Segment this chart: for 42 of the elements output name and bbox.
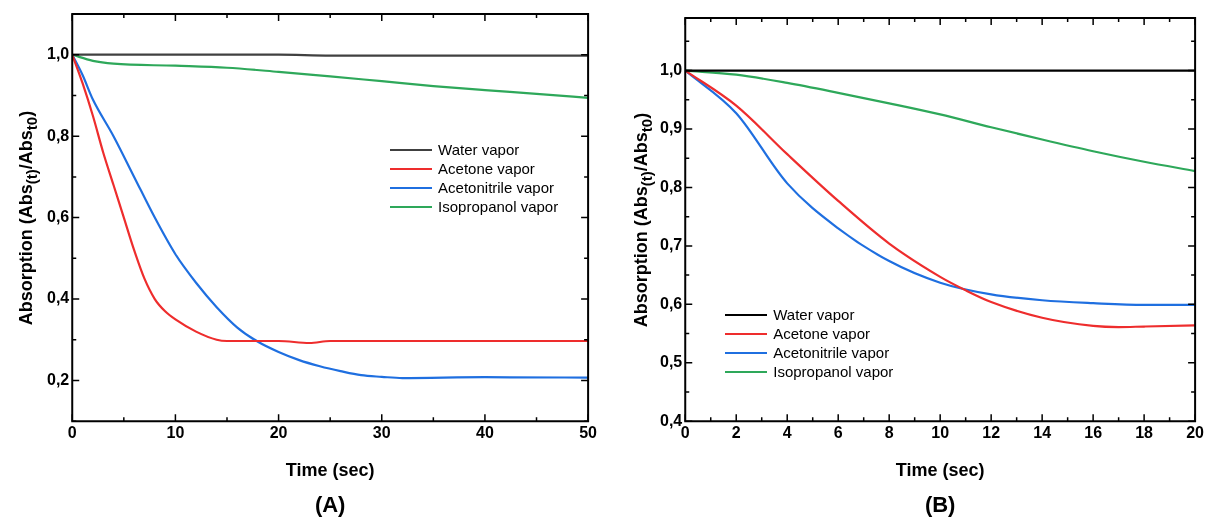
legend-label: Acetonitrile vapor <box>438 178 554 198</box>
x-tick-label: 8 <box>884 424 894 442</box>
legend-label: Isopropanol vapor <box>438 197 559 217</box>
y-tick-label: 0,8 <box>659 177 683 195</box>
x-tick-label: 40 <box>476 424 494 442</box>
x-tick-label: 50 <box>579 424 598 442</box>
text: (B) <box>924 492 956 518</box>
y-tick-label: 0,4 <box>46 289 70 307</box>
y-tick-label: 0,8 <box>46 126 70 144</box>
y-tick-label: 0,5 <box>659 353 683 371</box>
legend-label: Acetone vapor <box>438 159 535 179</box>
y-tick-label: 1,0 <box>659 61 683 78</box>
x-tick-label: 10 <box>166 424 185 442</box>
x-tick-label: 0 <box>680 424 690 442</box>
x-tick-label: 6 <box>833 424 843 442</box>
legend-label: Isopropanol vapor <box>773 362 894 382</box>
x-axis-title: Time (sec) <box>285 460 375 481</box>
y-tick-label: 0,9 <box>659 119 683 137</box>
x-tick-label: 20 <box>269 424 288 442</box>
y-tick-label: 0,2 <box>46 370 70 388</box>
text: (A) <box>314 492 346 518</box>
x-axis-title: Time (sec) <box>895 460 985 481</box>
x-tick-label: 4 <box>782 424 792 442</box>
y-tick-label: 1,0 <box>46 45 70 63</box>
x-tick-label: 20 <box>1186 424 1205 442</box>
y-tick-label: 0,7 <box>659 236 683 254</box>
x-tick-label: 30 <box>372 424 391 442</box>
legend-label: Acetone vapor <box>773 324 870 344</box>
y-tick-label: 0,4 <box>659 411 683 429</box>
legend-label: Water vapor <box>773 305 855 325</box>
y-tick-label: 0,6 <box>46 208 70 226</box>
x-tick-label: 0 <box>67 424 77 442</box>
x-tick-label: 16 <box>1084 424 1103 442</box>
x-tick-label: 14 <box>1033 424 1052 442</box>
legend-label: Water vapor <box>438 140 520 160</box>
x-tick-label: 18 <box>1135 424 1154 442</box>
x-tick-label: 12 <box>982 424 1001 442</box>
x-tick-label: 10 <box>931 424 950 442</box>
line-series <box>72 53 589 99</box>
y-tick-label: 0,6 <box>659 294 683 312</box>
legend-label: Acetonitrile vapor <box>773 343 890 363</box>
x-tick-label: 2 <box>731 424 741 442</box>
